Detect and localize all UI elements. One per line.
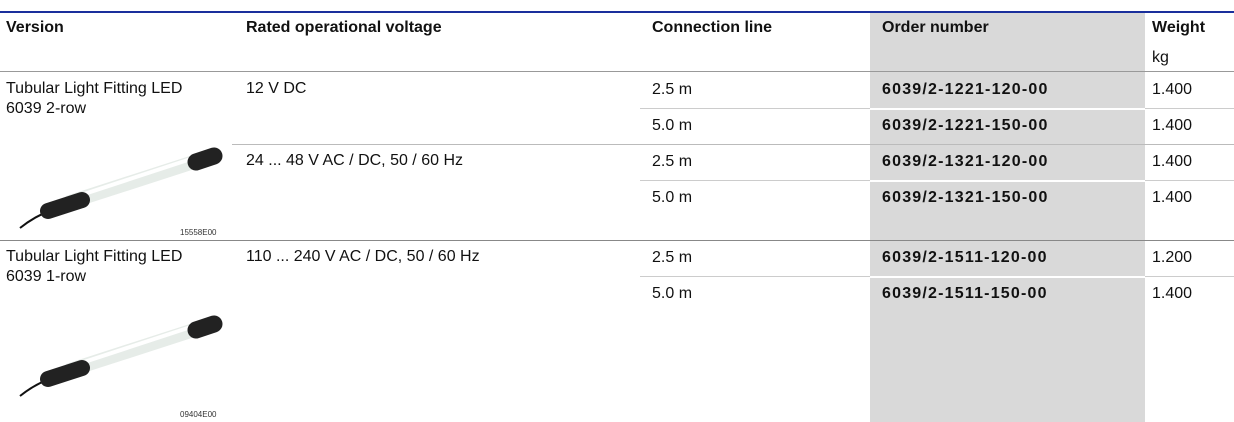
row-rule bbox=[870, 108, 1145, 110]
header-cell: Version bbox=[6, 18, 64, 38]
weight: 1.400 bbox=[1152, 284, 1192, 304]
connection-line: 2.5 m bbox=[652, 248, 692, 268]
row-rule bbox=[640, 276, 870, 277]
weight: 1.400 bbox=[1152, 152, 1192, 172]
group-rule bbox=[0, 240, 1234, 241]
row-rule bbox=[1145, 180, 1234, 181]
voltage: 12 V DC bbox=[246, 79, 306, 99]
row-rule bbox=[640, 180, 870, 181]
lamp-image bbox=[0, 306, 230, 406]
voltage-rule bbox=[232, 144, 1234, 145]
header-rule bbox=[0, 71, 1234, 72]
order-number: 6039/2-1321-120-00 bbox=[882, 152, 1049, 172]
weight: 1.200 bbox=[1152, 248, 1192, 268]
row-rule bbox=[1145, 108, 1234, 109]
order-number: 6039/2-1221-120-00 bbox=[882, 80, 1049, 100]
weight: 1.400 bbox=[1152, 80, 1192, 100]
weight: 1.400 bbox=[1152, 188, 1192, 208]
voltage: 110 ... 240 V AC / DC, 50 / 60 Hz bbox=[246, 247, 480, 267]
order-column-bg bbox=[870, 12, 1145, 422]
row-rule bbox=[870, 276, 1145, 278]
row-rule bbox=[1145, 276, 1234, 277]
order-number: 6039/2-1511-120-00 bbox=[882, 248, 1048, 268]
image-code: 09404E00 bbox=[180, 410, 216, 419]
connection-line: 5.0 m bbox=[652, 116, 692, 136]
order-number: 6039/2-1511-150-00 bbox=[882, 284, 1048, 304]
connection-line: 5.0 m bbox=[652, 188, 692, 208]
header-cell: Weight bbox=[1152, 18, 1205, 38]
version: Tubular Light Fitting LED 6039 1-row bbox=[6, 247, 206, 287]
page: Version Rated operational voltage Connecti… bbox=[0, 0, 1234, 422]
connection-line: 5.0 m bbox=[652, 284, 692, 304]
connection-line: 2.5 m bbox=[652, 152, 692, 172]
voltage: 24 ... 48 V AC / DC, 50 / 60 Hz bbox=[246, 151, 463, 171]
weight: 1.400 bbox=[1152, 116, 1192, 136]
row-rule bbox=[640, 108, 870, 109]
lamp-image bbox=[0, 138, 230, 238]
order-number: 6039/2-1221-150-00 bbox=[882, 116, 1049, 136]
connection-line: 2.5 m bbox=[652, 80, 692, 100]
row-rule bbox=[870, 180, 1145, 182]
weight-unit: kg bbox=[1152, 48, 1169, 68]
header-cell: Order number bbox=[882, 18, 989, 38]
header-cell: Rated operational voltage bbox=[246, 18, 442, 38]
version: Tubular Light Fitting LED 6039 2-row bbox=[6, 79, 206, 119]
order-number: 6039/2-1321-150-00 bbox=[882, 188, 1049, 208]
header-cell: Connection line bbox=[652, 18, 772, 38]
top-rule bbox=[0, 11, 1234, 13]
image-code: 15558E00 bbox=[180, 228, 216, 237]
